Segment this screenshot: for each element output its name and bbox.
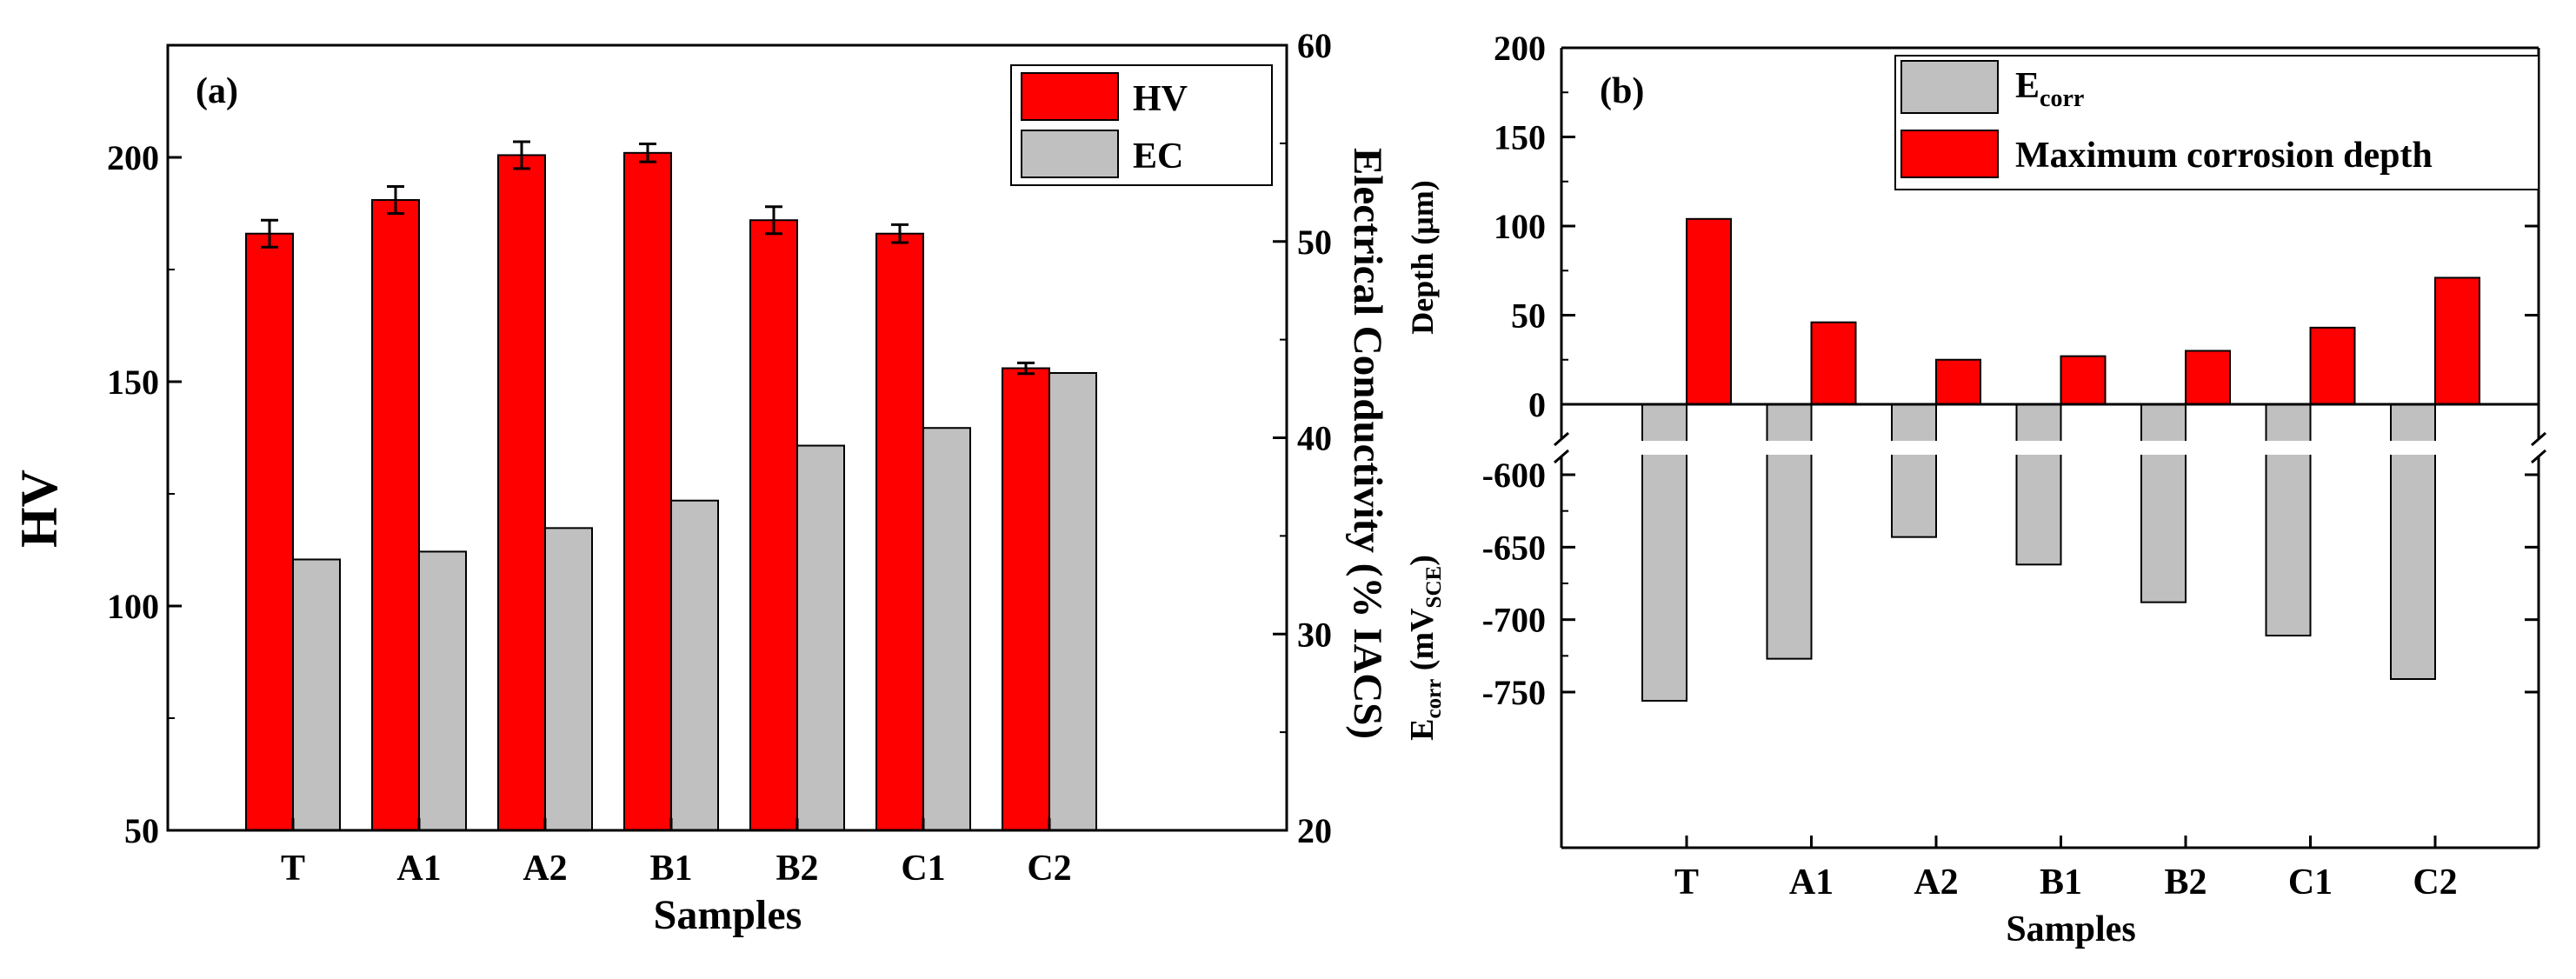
legend-label-maximum-corrosion-depth: Maximum corrosion depth (2015, 136, 2433, 176)
bar-ecorr-b1 (2015, 403, 2062, 566)
axis-break-gap (1563, 441, 2537, 455)
bar-hv-a1 (371, 199, 420, 831)
bar-ec-a1 (418, 550, 467, 831)
bar-hv-a2 (497, 154, 546, 832)
bar-hv-t (245, 232, 294, 832)
panel-a-bars (245, 151, 1097, 832)
y-tick-label-100: 100 (107, 587, 159, 626)
bar-ec-t (292, 558, 341, 832)
bar-depth-a2 (1935, 358, 1981, 405)
panel-b-bars (1563, 217, 2537, 702)
b-bottom-tick-label--650: -650 (1482, 528, 1546, 567)
bar-ec-a2 (544, 527, 593, 831)
panel-b-axes: T A1 A2 B1 B2 C1 C2 0 50 100 150 200 -600 -650 -700 -75… (1482, 29, 2546, 902)
panel-a-x-axis-title: Samples (654, 892, 802, 938)
bar-hv-c1 (875, 232, 924, 832)
panel-b-x-axis-title: Samples (2006, 909, 2135, 949)
x-tick-label-c1: C1 (901, 849, 945, 889)
bar-depth-b2 (2185, 350, 2231, 405)
bar-depth-b1 (2060, 355, 2107, 405)
legend-label-hv: HV (1133, 79, 1188, 119)
panel-b-label: (b) (1600, 71, 1644, 111)
b-x-tick-label-c1: C1 (2288, 862, 2333, 902)
bar-hv-b2 (749, 219, 798, 832)
right-tick-label-40: 40 (1297, 419, 1332, 458)
x-tick-label-a1: A1 (396, 849, 441, 889)
b-x-tick-label-b2: B2 (2164, 862, 2207, 902)
bar-depth-c1 (2309, 326, 2356, 406)
right-tick-label-60: 60 (1297, 26, 1332, 65)
panel-a-ticks: T A1 A2 B1 B2 C1 C2 50 100 150 200 20 30 40 50 60 (107, 26, 1332, 889)
b-top-tick-label-0: 0 (1528, 385, 1546, 424)
panel-b-legend-box (1894, 55, 2539, 190)
bar-depth-t (1686, 217, 1732, 405)
axis-break-mark (2531, 449, 2546, 464)
panel-b-bottom-axis-title: Ecorr (mVSCE) (1404, 555, 1446, 741)
bar-ec-c2 (1048, 372, 1097, 831)
legend-swatch-maximum-corrosion-depth (1900, 130, 1999, 178)
panel-b-top-axis-title: Depth (μm) (1405, 180, 1440, 334)
legend-swatch-ec (1021, 130, 1119, 178)
bar-ecorr-a2 (1891, 403, 1937, 538)
bar-ecorr-b2 (2140, 403, 2187, 603)
legend-label-ecorr: Ecorr (2015, 66, 2084, 112)
axis-break-mark (1554, 449, 1569, 464)
legend-label-ec: EC (1133, 137, 1183, 176)
x-tick-label-c2: C2 (1027, 849, 1071, 889)
panel-a: T A1 A2 B1 B2 C1 C2 50 100 150 200 20 30 40 50 60 (a) H… (10, 26, 1390, 938)
right-tick-label-50: 50 (1297, 223, 1332, 262)
b-x-tick-label-c2: C2 (2413, 862, 2457, 902)
x-tick-label-b2: B2 (775, 849, 818, 889)
b-top-tick-label-100: 100 (1494, 207, 1546, 246)
panel-a-legend: HV EC (1010, 64, 1273, 186)
right-tick-label-30: 30 (1297, 615, 1332, 654)
bar-hv-c2 (1002, 367, 1050, 831)
bar-ecorr-c1 (2265, 403, 2312, 636)
panel-a-right-axis-title: Electrical Conductivity (% IACS) (1345, 148, 1390, 739)
panel-a-error-bars (261, 140, 1035, 376)
axis-break-mark (1554, 431, 1569, 447)
panel-b: T A1 A2 B1 B2 C1 C2 0 50 100 150 200 -600 -650 -700 -75… (1404, 29, 2546, 949)
bar-hv-b1 (623, 151, 672, 831)
x-tick-label-a2: A2 (523, 849, 567, 889)
y-tick-label-50: 50 (124, 811, 159, 850)
b-x-tick-label-t: T (1674, 862, 1699, 902)
b-bottom-tick-label--750: -750 (1482, 673, 1546, 712)
panel-b-legend: Ecorr Maximum corrosion depth (1894, 55, 2539, 190)
b-bottom-tick-label--600: -600 (1482, 456, 1546, 495)
b-top-tick-label-150: 150 (1494, 118, 1546, 157)
x-tick-label-t: T (281, 849, 305, 889)
b-top-tick-label-200: 200 (1494, 29, 1546, 68)
y-tick-label-200: 200 (107, 138, 159, 177)
bar-depth-a1 (1810, 321, 1857, 406)
bar-ec-b1 (670, 499, 719, 831)
bar-ec-b2 (796, 444, 845, 832)
b-top-tick-label-50: 50 (1511, 296, 1546, 336)
b-bottom-tick-label--700: -700 (1482, 601, 1546, 640)
panel-a-label: (a) (196, 71, 238, 111)
b-x-tick-label-b1: B1 (2040, 862, 2082, 902)
legend-swatch-hv (1021, 72, 1119, 121)
y-tick-label-150: 150 (107, 363, 159, 402)
x-tick-label-b1: B1 (649, 849, 692, 889)
bar-ec-c1 (922, 427, 971, 831)
b-x-tick-label-a1: A1 (1789, 862, 1834, 902)
legend-swatch-ecorr (1900, 60, 1999, 114)
axis-break-mark (2531, 431, 2546, 447)
bar-depth-c2 (2434, 276, 2480, 406)
panel-a-y-axis-title: HV (10, 470, 68, 548)
right-tick-label-20: 20 (1297, 811, 1332, 850)
b-x-tick-label-a2: A2 (1914, 862, 1958, 902)
